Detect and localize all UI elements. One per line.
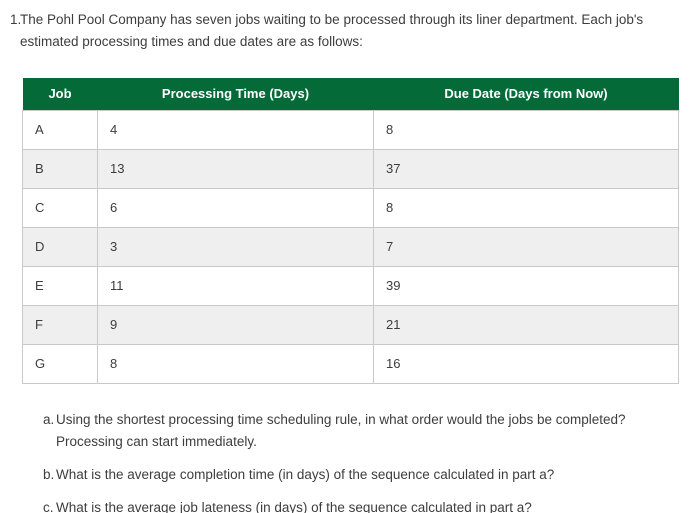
question-b-text: What is the average completion time (in … bbox=[56, 467, 555, 482]
due-date-cell: 21 bbox=[373, 305, 679, 345]
job-column-header: Job bbox=[22, 78, 98, 111]
jobs-table-header: Job Processing Time (Days) Due Date (Day… bbox=[22, 78, 679, 111]
problem-statement: 1. The Pohl Pool Company has seven jobs … bbox=[10, 9, 670, 53]
question-c: c. What is the average job lateness (in … bbox=[43, 497, 675, 513]
job-cell: D bbox=[22, 227, 98, 267]
processing-time-cell: 6 bbox=[97, 188, 374, 228]
processing-time-column-header: Processing Time (Days) bbox=[97, 78, 374, 111]
processing-time-cell: 13 bbox=[97, 149, 374, 189]
question-a-text: Using the shortest processing time sched… bbox=[56, 412, 626, 449]
job-cell: E bbox=[22, 266, 98, 306]
due-date-cell: 8 bbox=[373, 188, 679, 228]
table-row: E 11 39 bbox=[22, 266, 679, 306]
header-row: Job Processing Time (Days) Due Date (Day… bbox=[22, 78, 679, 111]
problem-number: 1. bbox=[10, 12, 22, 27]
due-date-cell: 16 bbox=[373, 344, 679, 384]
question-b-label: b. bbox=[43, 467, 55, 482]
due-date-cell: 8 bbox=[373, 110, 679, 150]
question-c-label: c. bbox=[43, 500, 54, 513]
due-date-cell: 37 bbox=[373, 149, 679, 189]
problem-text: The Pohl Pool Company has seven jobs wai… bbox=[20, 12, 644, 49]
processing-time-cell: 11 bbox=[97, 266, 374, 306]
question-a: a. Using the shortest processing time sc… bbox=[43, 409, 675, 453]
question-b: b. What is the average completion time (… bbox=[43, 464, 675, 486]
job-cell: A bbox=[22, 110, 98, 150]
jobs-table-body: A 4 8 B 13 37 C 6 8 D 3 7 E 11 39 F 9 21 G 8 16 bbox=[22, 110, 679, 384]
processing-time-cell: 4 bbox=[97, 110, 374, 150]
jobs-table: Job Processing Time (Days) Due Date (Day… bbox=[22, 78, 679, 384]
table-row: G 8 16 bbox=[22, 344, 679, 384]
processing-time-cell: 3 bbox=[97, 227, 374, 267]
job-cell: B bbox=[22, 149, 98, 189]
due-date-cell: 7 bbox=[373, 227, 679, 267]
table-row: B 13 37 bbox=[22, 149, 679, 189]
table-row: F 9 21 bbox=[22, 305, 679, 345]
job-cell: C bbox=[22, 188, 98, 228]
question-list: a. Using the shortest processing time sc… bbox=[43, 409, 675, 513]
question-a-label: a. bbox=[43, 412, 55, 427]
processing-time-cell: 8 bbox=[97, 344, 374, 384]
due-date-column-header: Due Date (Days from Now) bbox=[373, 78, 679, 111]
job-cell: F bbox=[22, 305, 98, 345]
job-cell: G bbox=[22, 344, 98, 384]
processing-time-cell: 9 bbox=[97, 305, 374, 345]
question-c-text: What is the average job lateness (in day… bbox=[56, 500, 532, 513]
due-date-cell: 39 bbox=[373, 266, 679, 306]
